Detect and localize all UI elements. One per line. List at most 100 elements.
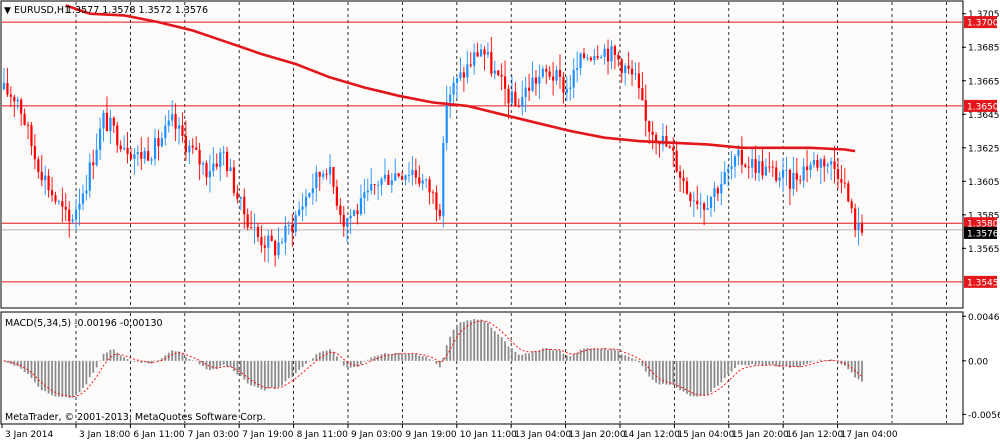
macd-bar [229,360,232,368]
candle-body [315,172,318,189]
candle-body [654,134,658,142]
candle-body [723,172,726,185]
macd-bar [287,360,290,379]
macd-bar [64,360,67,397]
macd-bar [579,349,582,361]
macd-bar [545,348,548,361]
macd-bar [775,360,778,367]
candle-body [771,166,774,168]
level-price-tag [964,275,997,288]
macd-bar [13,360,16,366]
macd-bar [517,354,520,361]
candle-body [119,145,122,150]
candle-body [431,192,435,194]
macd-bar [737,360,740,365]
candle-body [33,146,36,160]
candle-body [455,78,459,83]
macd-bar [178,351,180,361]
candle-body [112,117,115,126]
macd-bar [572,354,575,361]
price-tick-label: 1.3685 [968,44,1000,54]
time-tick-label: 17 Jan 04:00 [841,430,898,440]
macd-bar [27,360,29,374]
candle-body [606,48,610,62]
macd-bar [119,355,122,361]
macd-bar [421,356,424,361]
candle-body [370,184,373,191]
candle-body [6,82,9,95]
candle-body [270,235,273,241]
time-tick-label: 15 Jan 20:00 [732,430,789,440]
macd-signal [3,320,863,398]
candle-body [64,206,67,210]
candle-body [754,159,757,173]
macd-bar [291,360,294,377]
time-tick-label: 10 Jan 11:00 [460,430,517,440]
candle-body [857,222,860,230]
macd-bar [651,360,654,380]
macd-signal-line [3,320,863,398]
candle-body [243,196,246,215]
macd-bar [126,359,129,361]
candle-body [349,215,352,219]
time-tick-label: 14 Jan 12:00 [623,430,680,440]
candle-body [685,181,689,194]
macd-bar [236,360,239,375]
macd-bar [593,348,596,361]
macd-bar [476,319,479,361]
macd-bar [771,360,774,365]
candle-body [225,151,229,172]
candle-body [304,196,308,207]
candle-body [473,52,476,66]
macd-bar [47,360,50,394]
candle-body [727,168,730,173]
time-tick-label: 6 Jan 11:00 [133,430,185,440]
macd-bar [589,348,592,361]
macd-bar [133,360,136,362]
macd-bar [191,360,194,361]
macd-bar [861,360,863,382]
candle-body [143,151,146,159]
candle-body [373,184,376,186]
macd-panel[interactable] [0,311,964,425]
candle-body [322,173,325,177]
chart-menu-icon[interactable]: ▼ [4,6,11,16]
candle-body [215,163,218,167]
macd-bar [44,360,47,392]
macd-bar [634,359,637,361]
candle-body [174,114,177,129]
candle-body [222,151,225,153]
macd-bar [356,360,359,367]
candle-body [699,203,702,205]
candle-body [9,94,12,97]
candle-body [263,245,266,248]
price-axis: 1.3705 1.3685 1.3665 1.3645 1.3625 1.3605 1.35… [962,10,1000,288]
macd-bar [850,360,853,373]
macd-bar [205,360,208,370]
candle-body [212,163,215,171]
macd-bar [816,360,819,362]
macd-bar [298,360,301,370]
price-tick-label: 1.3665 [968,77,1000,87]
macd-bar [603,348,606,361]
candle-body [816,160,819,168]
macd-bar [785,360,788,366]
candle-body [823,159,826,167]
macd-tick-label: -0.0056 [968,411,1000,421]
macd-bar [830,359,833,361]
macd-bar [384,353,386,361]
macd-bar [99,360,101,362]
macd-bar [339,360,342,362]
macd-bar [164,355,167,361]
macd-bar [613,349,616,361]
macd-bar [497,334,500,361]
macd-bar [559,350,561,361]
candle-body [407,175,411,176]
macd-bar [408,353,410,361]
macd-bar [610,348,613,361]
candle-body [651,131,654,135]
macd-bar [744,360,747,366]
candle-body [260,236,263,246]
macd-bar [541,348,544,361]
